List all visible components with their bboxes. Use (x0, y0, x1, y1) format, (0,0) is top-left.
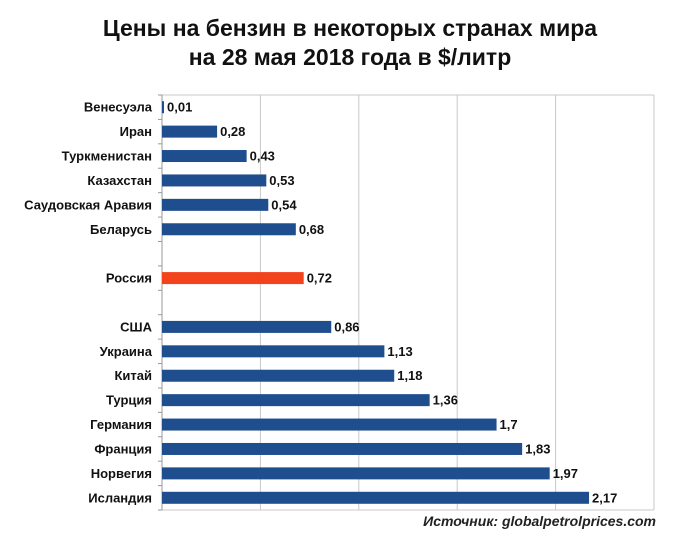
bar (162, 320, 332, 333)
category-label: США (120, 319, 152, 334)
bar (162, 467, 550, 480)
bar (162, 174, 267, 187)
category-label: Беларусь (90, 222, 152, 237)
data-label: 0,54 (271, 197, 297, 212)
chart-title: Цены на бензин в некоторых странах мира … (0, 14, 700, 72)
data-label: 0,72 (307, 271, 332, 286)
source-note: Источник: globalpetrolprices.com (423, 513, 656, 529)
bar (162, 345, 385, 358)
data-label: 1,13 (387, 344, 412, 359)
data-label: 0,01 (167, 100, 192, 115)
bar (162, 198, 269, 211)
bar (162, 369, 395, 382)
category-label: Исландия (88, 490, 152, 505)
data-label: 1,18 (397, 368, 422, 383)
bar (162, 101, 164, 114)
data-label: 0,53 (269, 173, 294, 188)
bar (162, 223, 296, 236)
category-label: Иран (120, 124, 152, 139)
category-label: Казахстан (87, 173, 152, 188)
category-label: Россия (106, 271, 152, 286)
category-label: Украина (100, 344, 153, 359)
category-label: Франция (94, 441, 152, 456)
bar (162, 418, 497, 431)
bar (162, 272, 304, 285)
bar (162, 491, 590, 504)
category-label: Туркменистан (62, 149, 152, 164)
bar (162, 125, 218, 138)
category-label: Норвегия (91, 466, 152, 481)
data-label: 1,7 (500, 417, 518, 432)
data-label: 1,97 (553, 466, 578, 481)
category-label: Венесуэла (84, 100, 153, 115)
category-label: Китай (114, 368, 152, 383)
bar (162, 394, 430, 407)
chart-title-line-2: на 28 мая 2018 года в $/литр (188, 44, 512, 70)
chart-title-line-1: Цены на бензин в некоторых странах мира (102, 15, 598, 41)
data-label: 0,28 (220, 124, 245, 139)
data-label: 0,86 (334, 319, 359, 334)
data-label: 0,68 (299, 222, 324, 237)
category-label: Турция (106, 393, 152, 408)
data-label: 2,17 (592, 490, 617, 505)
data-label: 1,36 (433, 393, 458, 408)
bar (162, 442, 523, 455)
bar (162, 150, 247, 163)
category-label: Германия (90, 417, 152, 432)
category-label: Саудовская Аравия (24, 197, 152, 212)
data-label: 0,43 (250, 149, 275, 164)
data-label: 1,83 (525, 441, 550, 456)
